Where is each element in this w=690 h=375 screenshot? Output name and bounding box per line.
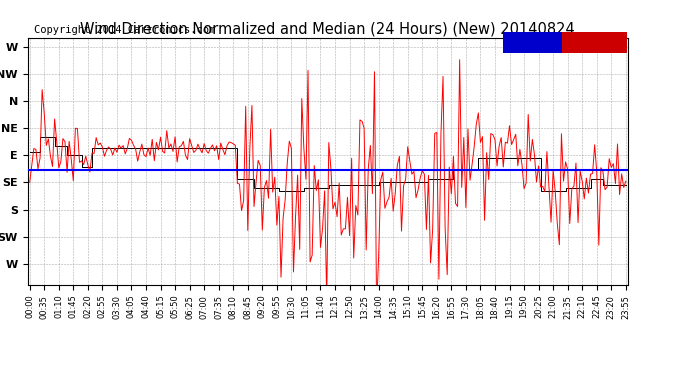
Text: Average: Average <box>511 35 554 45</box>
Text: Copyright 2014 Cartronics.com: Copyright 2014 Cartronics.com <box>34 25 215 35</box>
Title: Wind Direction Normalized and Median (24 Hours) (New) 20140824: Wind Direction Normalized and Median (24… <box>80 21 575 36</box>
Text: Direction: Direction <box>566 35 622 45</box>
